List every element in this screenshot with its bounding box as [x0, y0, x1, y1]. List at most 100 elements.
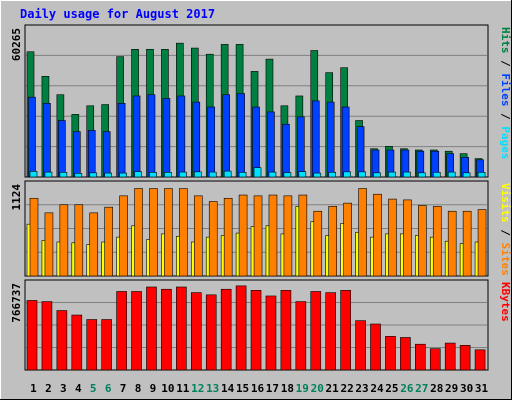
x-tick-label: 2: [45, 382, 52, 395]
files-bar: [43, 103, 51, 178]
sites-bar: [253, 195, 263, 277]
kbytes-bar: [280, 290, 292, 371]
sites-bar: [283, 195, 293, 277]
kbytes-bar: [325, 292, 337, 371]
sites-bar: [164, 188, 173, 277]
legend-part-hits: Hits: [499, 27, 512, 54]
sites-bar: [104, 206, 113, 277]
kbytes-bar: [340, 290, 351, 371]
files-bar: [58, 120, 66, 178]
files-bar: [267, 111, 275, 178]
x-tick-label: 29: [445, 382, 458, 395]
x-tick-label: 21: [326, 382, 340, 395]
kbytes-bar: [26, 300, 38, 371]
sites-bar: [477, 209, 487, 277]
x-tick-label: 19: [296, 382, 309, 395]
sites-bar: [418, 205, 427, 277]
pages-bar: [418, 172, 426, 178]
sites-bar: [193, 195, 203, 277]
sites-bar: [179, 188, 188, 277]
sites-bar: [462, 210, 472, 277]
legend-part-pages: Pages: [499, 126, 512, 159]
kbytes-bar: [101, 319, 112, 371]
sites-bar: [388, 198, 397, 277]
sites-bar: [238, 194, 248, 277]
files-bar: [87, 130, 96, 178]
pages-bar: [89, 172, 98, 178]
kbytes-bar: [265, 295, 277, 371]
files-bar: [297, 116, 305, 178]
chart-title: Daily usage for August 2017: [20, 7, 215, 21]
x-tick-label: 12: [191, 382, 204, 395]
pages-bar: [119, 172, 127, 178]
y-max-label: 766737: [10, 283, 23, 323]
x-tick-label: 11: [176, 382, 190, 395]
files-bar: [102, 131, 111, 178]
x-tick-label: 5: [90, 382, 97, 395]
pages-bar: [477, 172, 486, 178]
pages-bar: [44, 171, 53, 178]
legend-part-slash: /: [499, 54, 512, 74]
kbytes-bar: [429, 348, 441, 371]
files-bar: [222, 94, 230, 178]
files-bar: [356, 126, 365, 178]
kbytes-bar: [250, 290, 262, 371]
kbytes-bar: [310, 291, 322, 371]
x-tick-label: 20: [311, 382, 324, 395]
files-bar: [237, 93, 245, 178]
pages-bar: [59, 172, 68, 178]
kbytes-bar: [385, 336, 396, 371]
files-bar: [177, 95, 186, 178]
x-tick-label: 27: [415, 382, 428, 395]
x-tick-label: 18: [281, 382, 294, 395]
series-legend-label: KBytes: [499, 282, 512, 322]
files-bar: [282, 123, 290, 178]
pages-bar: [298, 171, 307, 178]
x-tick-label: 13: [206, 382, 219, 395]
pages-bar: [358, 171, 366, 178]
x-tick-label: 15: [236, 382, 249, 395]
y-max-label: 60265: [10, 28, 23, 61]
x-tick-label: 4: [75, 382, 82, 395]
kbytes-bar: [415, 343, 426, 371]
sites-bar: [313, 210, 323, 277]
sites-bar: [89, 212, 99, 277]
pages-bar: [313, 172, 322, 178]
pages-bar: [104, 172, 112, 178]
sites-bar: [358, 188, 367, 277]
pages-bar: [343, 171, 351, 178]
y-max-label: 1124: [10, 184, 23, 211]
sites-bar: [223, 197, 233, 277]
kbytes-bar: [190, 292, 202, 371]
files-bar: [162, 98, 171, 178]
pages-bar: [432, 172, 441, 178]
sites-bar: [268, 194, 278, 277]
x-tick-label: 22: [340, 382, 353, 395]
x-tick-label: 7: [120, 382, 127, 395]
pages-bar: [149, 172, 157, 178]
pages-bar: [223, 170, 232, 178]
x-tick-label: 31: [475, 382, 489, 395]
kbytes-bar: [400, 337, 411, 371]
pages-bar: [238, 172, 247, 178]
files-bar: [326, 101, 335, 178]
x-tick-label: 25: [385, 382, 398, 395]
legend-part-sites: Sites: [499, 243, 512, 276]
x-tick-label: 6: [105, 382, 112, 395]
files-bar: [192, 101, 201, 178]
kbytes-bar: [370, 323, 381, 371]
sites-bar: [447, 210, 457, 277]
x-tick-label: 3: [60, 382, 67, 395]
sites-bar: [208, 201, 218, 277]
x-tick-label: 28: [430, 382, 443, 395]
kbytes-bar: [41, 301, 53, 371]
kbytes-bar: [220, 288, 232, 371]
chart-marks: [26, 42, 487, 371]
files-bar: [28, 96, 36, 178]
files-bar: [311, 100, 320, 178]
pages-bar: [208, 171, 217, 178]
files-bar: [132, 95, 141, 178]
x-tick-label: 14: [221, 382, 235, 395]
x-tick-label: 17: [266, 382, 279, 395]
